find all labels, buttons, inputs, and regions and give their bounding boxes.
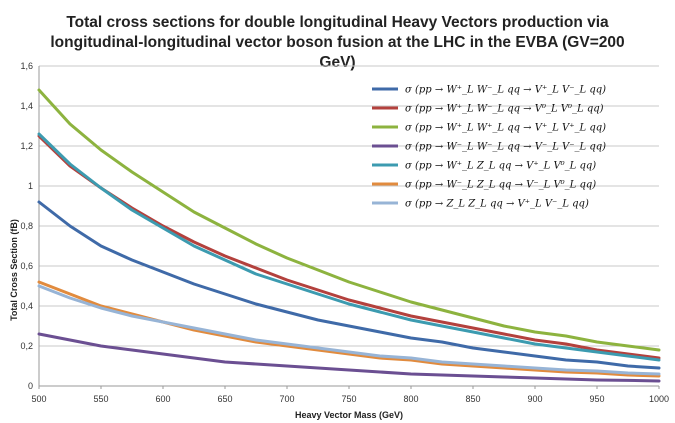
x-tick-label: 850 — [465, 394, 480, 404]
x-tick-label: 1000 — [649, 394, 669, 404]
legend-entry: σ (pp → W⁺_L W⁻_L qq → V⁺_L V⁻_L qq) — [405, 85, 606, 96]
legend-entry: σ (pp → W⁺_L W⁻_L qq → V⁰_L V⁰_L qq) — [405, 104, 604, 115]
x-tick-label: 950 — [589, 394, 604, 404]
y-tick-label: 1,4 — [20, 101, 33, 111]
x-tick-label: 500 — [31, 394, 46, 404]
x-tick-label: 750 — [341, 394, 356, 404]
legend: σ (pp → W⁺_L W⁻_L qq → V⁺_L V⁻_L qq) σ (p… — [372, 85, 606, 210]
x-tick-label: 600 — [155, 394, 170, 404]
series-line-4 — [37, 332, 661, 383]
x-tick-label: 800 — [403, 394, 418, 404]
x-tick-label: 900 — [527, 394, 542, 404]
series-line-7 — [37, 284, 661, 376]
series-line-6 — [37, 280, 661, 378]
x-axis-label: Heavy Vector Mass (GeV) — [295, 410, 403, 420]
chart-title: Total cross sections for double longitud… — [50, 14, 625, 71]
x-tick-label: 550 — [93, 394, 108, 404]
y-tick-label: 0,8 — [20, 221, 33, 231]
gridlines — [38, 65, 660, 389]
y-tick-label: 0,2 — [20, 341, 33, 351]
legend-entry: σ (pp → W⁺_L W⁺_L qq → V⁺_L V⁺_L qq) — [405, 123, 606, 134]
legend-entry: σ (pp → W⁻_L Z_L qq → V⁻_L V⁰_L qq) — [405, 180, 596, 191]
legend-entry: σ (pp → W⁺_L Z_L qq → V⁺_L V⁰_L qq) — [405, 161, 596, 172]
x-axis-ticks: 500 550 600 650 700 750 800 850 900 950 1000 — [31, 394, 669, 404]
y-tick-label: 1 — [28, 181, 33, 191]
series-lines — [37, 88, 661, 383]
y-tick-label: 1,2 — [20, 141, 33, 151]
y-tick-label: 0 — [28, 381, 33, 391]
series-line-2 — [37, 134, 661, 360]
y-tick-label: 0,6 — [20, 261, 33, 271]
x-tick-label: 700 — [279, 394, 294, 404]
y-tick-label: 1,6 — [20, 61, 33, 71]
series-line-3 — [37, 88, 661, 352]
y-axis-label: Total Cross Section (fB) — [9, 219, 19, 321]
legend-entry: σ (pp → Z_L Z_L qq → V⁺_L V⁻_L qq) — [405, 199, 589, 210]
y-tick-label: 0,4 — [20, 301, 33, 311]
legend-entry: σ (pp → W⁻_L W⁻_L qq → V⁻_L V⁻_L qq) — [405, 142, 606, 153]
y-axis-ticks: 0 0,2 0,4 0,6 0,8 1 1,2 1,4 1,6 — [20, 61, 33, 391]
x-tick-label: 650 — [217, 394, 232, 404]
series-line-1 — [37, 200, 661, 370]
series-line-5 — [37, 132, 661, 362]
